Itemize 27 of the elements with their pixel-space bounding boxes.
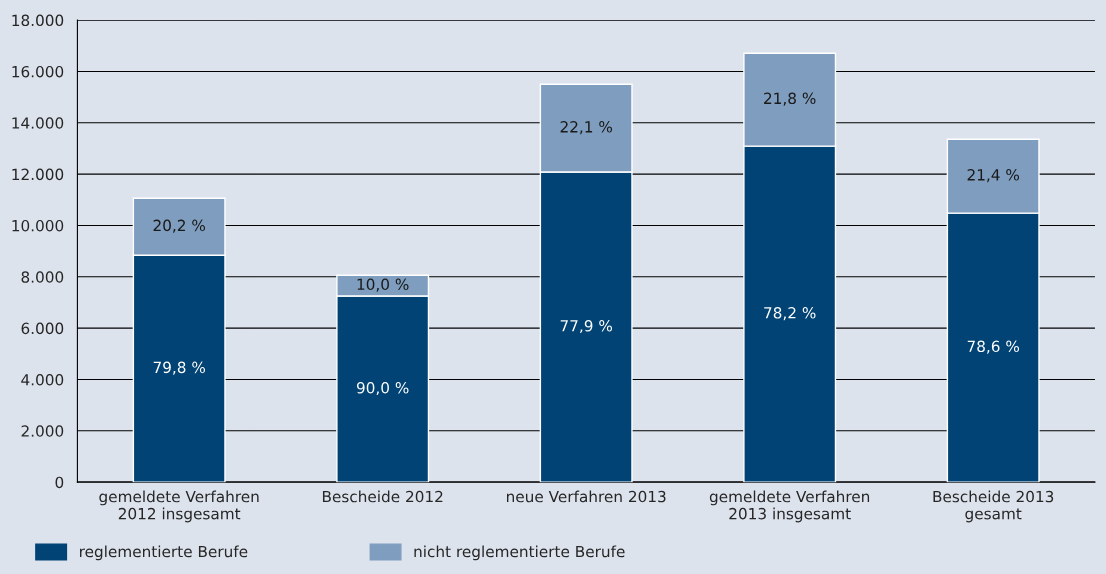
x-tick-label: gemeldete Verfahren 2013 insgesamt — [709, 490, 870, 523]
legend-label: nicht reglementierte Berufe — [414, 545, 625, 561]
y-tick-label: 6.000 — [21, 322, 64, 335]
y-tick-label: 10.000 — [12, 219, 64, 232]
legend-label: reglementierte Berufe — [80, 545, 248, 561]
y-tick-label: 14.000 — [12, 117, 64, 129]
y-tick-label: 0 — [55, 476, 64, 489]
y-tick-label: 2.000 — [21, 425, 64, 437]
y-tick-label: 8.000 — [21, 271, 64, 283]
annotation: 79,8 % — [153, 361, 206, 375]
y-tick-label: 12.000 — [12, 168, 64, 181]
x-tick-label: Bescheide 2012 — [322, 490, 443, 503]
y-tick-label: 18.000 — [12, 14, 64, 27]
annotation: 21,8 % — [764, 92, 816, 106]
annotation: 10,0 % — [357, 278, 409, 292]
annotation: 21,4 % — [967, 169, 1020, 183]
annotation: 78,2 % — [764, 307, 816, 321]
annotation: 77,9 % — [560, 319, 613, 334]
annotation: 20,2 % — [153, 219, 206, 233]
annotation: 78,6 % — [967, 340, 1020, 354]
y-tick-label: 4.000 — [21, 373, 64, 386]
x-tick-label: neue Verfahren 2013 — [506, 490, 666, 503]
y-tick-label: 16.000 — [12, 65, 64, 78]
annotation: 90,0 % — [356, 381, 409, 396]
x-tick-label: Bescheide 2013 gesamt — [933, 490, 1054, 523]
x-tick-label: gemeldete Verfahren 2012 insgesamt — [99, 490, 259, 523]
annotation: 22,1 % — [560, 121, 613, 135]
